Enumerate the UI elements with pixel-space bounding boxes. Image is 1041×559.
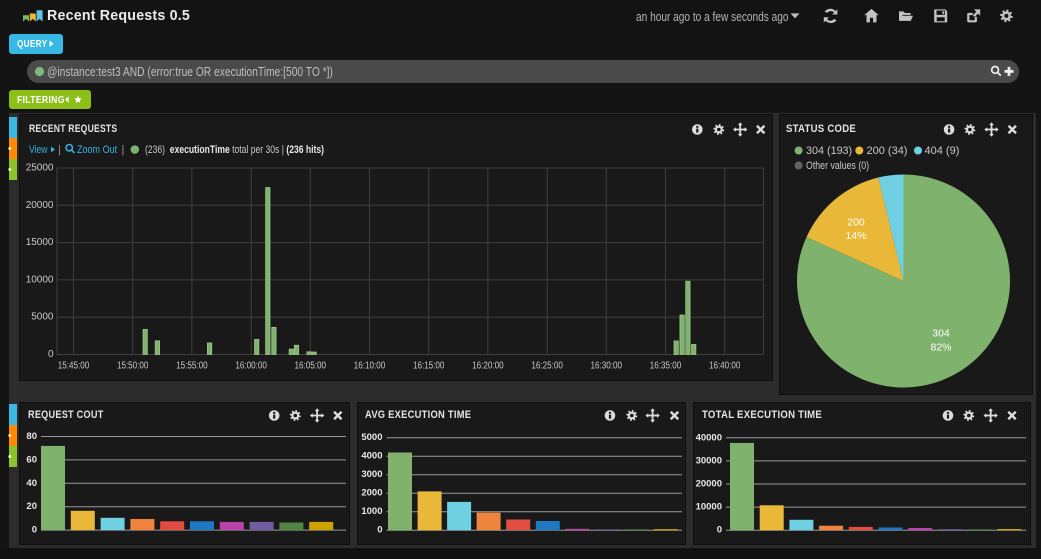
svg-text:15:45:00: 15:45:00 xyxy=(58,361,90,372)
svg-text:4000: 4000 xyxy=(361,451,382,462)
svg-text:16:05:00: 16:05:00 xyxy=(295,361,327,372)
svg-text:304: 304 xyxy=(932,328,950,340)
svg-text:20: 20 xyxy=(26,501,37,512)
svg-text:16:00:00: 16:00:00 xyxy=(235,361,267,372)
svg-text:16:10:00: 16:10:00 xyxy=(354,361,386,372)
svg-text:16:40:00: 16:40:00 xyxy=(709,361,741,372)
svg-text:40000: 40000 xyxy=(696,432,722,443)
svg-text:60: 60 xyxy=(26,454,37,465)
svg-text:16:25:00: 16:25:00 xyxy=(531,361,563,372)
svg-text:15:55:00: 15:55:00 xyxy=(176,361,208,372)
svg-text:10000: 10000 xyxy=(26,274,54,285)
svg-text:20000: 20000 xyxy=(696,479,722,490)
svg-text:200: 200 xyxy=(847,217,865,229)
svg-text:20000: 20000 xyxy=(26,200,54,211)
svg-text:1000: 1000 xyxy=(361,506,382,517)
svg-text:5000: 5000 xyxy=(31,312,54,323)
svg-text:0: 0 xyxy=(717,525,722,536)
svg-text:16:15:00: 16:15:00 xyxy=(413,361,445,372)
svg-text:10000: 10000 xyxy=(696,502,722,513)
svg-text:16:20:00: 16:20:00 xyxy=(472,361,504,372)
svg-text:15:50:00: 15:50:00 xyxy=(117,361,149,372)
svg-text:3000: 3000 xyxy=(361,469,382,480)
svg-text:0: 0 xyxy=(377,525,382,536)
svg-text:0: 0 xyxy=(48,349,54,360)
svg-text:14%: 14% xyxy=(845,230,866,242)
svg-text:5000: 5000 xyxy=(361,432,382,443)
svg-text:0: 0 xyxy=(32,525,37,536)
svg-text:25000: 25000 xyxy=(26,163,54,174)
svg-text:15000: 15000 xyxy=(26,237,54,248)
svg-text:16:35:00: 16:35:00 xyxy=(650,361,682,372)
svg-text:30000: 30000 xyxy=(696,455,722,466)
svg-text:80: 80 xyxy=(26,431,37,442)
svg-text:40: 40 xyxy=(26,478,37,489)
svg-text:16:30:00: 16:30:00 xyxy=(591,361,623,372)
svg-text:82%: 82% xyxy=(930,342,951,354)
svg-text:2000: 2000 xyxy=(361,488,382,499)
